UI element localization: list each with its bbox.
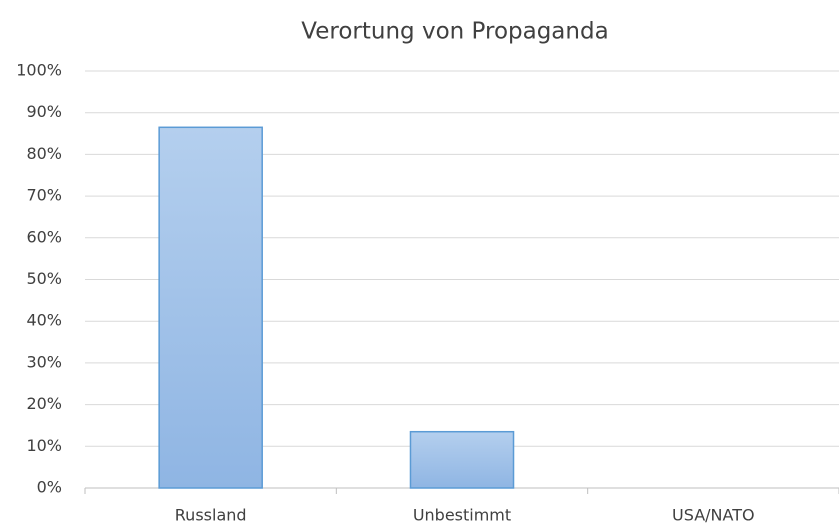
y-tick-label: 50% (26, 269, 62, 288)
y-tick-label: 100% (16, 61, 62, 80)
y-tick-label: 80% (26, 144, 62, 163)
y-tick-label: 90% (26, 102, 62, 121)
y-tick-label: 20% (26, 394, 62, 413)
bar (409, 430, 515, 489)
y-tick-label: 0% (37, 478, 62, 497)
y-tick-label: 10% (26, 436, 62, 455)
x-tick-label: Unbestimmt (413, 506, 511, 525)
y-tick-label: 40% (26, 311, 62, 330)
x-tick-label: Russland (175, 506, 247, 525)
y-tick-label: 60% (26, 227, 62, 246)
y-tick-label: 70% (26, 186, 62, 205)
y-tick-label: 30% (26, 352, 62, 371)
chart-title: Verortung von Propaganda (301, 19, 608, 45)
x-tick-label: USA/NATO (672, 506, 755, 525)
bar (158, 126, 263, 489)
